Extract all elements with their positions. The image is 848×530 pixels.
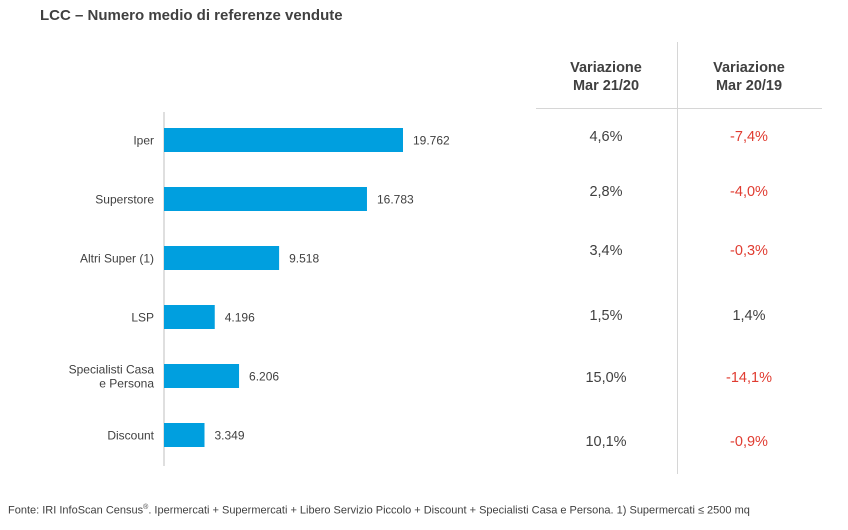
table-cell: 1,4% [732, 308, 766, 324]
table-cell: -4,0% [730, 184, 768, 200]
registered-mark: ® [143, 504, 149, 511]
chart-title: LCC – Numero medio di referenze vendute [40, 7, 343, 24]
bar-3 [164, 305, 215, 329]
footnote-suffix: . Ipermercati + Supermercati + Libero Se… [148, 504, 750, 517]
table-cell: 15,0% [585, 370, 627, 386]
table-cell: 10,1% [585, 434, 627, 450]
column-header-mar-21-20: Variazione Mar 21/20 [536, 59, 676, 95]
table-cell: -0,3% [730, 243, 768, 259]
table-cell: 3,4% [589, 243, 623, 259]
category-label-5: Discount [107, 429, 154, 443]
value-label-3: 4.196 [225, 311, 255, 325]
table-cell: 4,6% [589, 129, 623, 145]
table-cell: -7,4% [730, 129, 768, 145]
category-label-3: LSP [131, 311, 154, 325]
table-cell: -0,9% [730, 434, 768, 450]
footnote-prefix: Fonte: IRI InfoScan Census [8, 504, 144, 517]
value-label-4: 6.206 [249, 370, 279, 384]
bar-0 [164, 128, 403, 152]
category-label-2: Altri Super (1) [80, 252, 154, 266]
column-header-mar-20-19: Variazione Mar 20/19 [679, 59, 819, 95]
bar-4 [164, 364, 240, 388]
category-label-4: Specialisti Casa e Persona [69, 363, 155, 391]
column-header-line1: Variazione [570, 60, 642, 76]
table-divider-vertical [677, 42, 678, 474]
category-label-0: Iper [133, 134, 154, 148]
column-header-line2: Mar 21/20 [572, 78, 640, 94]
table-cell: 2,8% [589, 184, 623, 200]
source-footnote: Fonte: IRI InfoScan Census®. Ipermercati… [8, 504, 750, 517]
bar-2 [164, 246, 280, 270]
value-label-5: 3.349 [215, 429, 245, 443]
value-label-0: 19.762 [413, 134, 450, 148]
bar-1 [164, 187, 367, 211]
category-label-1: Superstore [95, 193, 154, 207]
table-header-divider [536, 108, 822, 109]
column-header-line1: Variazione [713, 60, 785, 76]
bar-chart: 19.762 Iper 16.783 Superstore 9.518 Altri Sup… [69, 112, 450, 466]
column-header-line2: Mar 20/19 [715, 78, 783, 94]
value-label-1: 16.783 [377, 193, 414, 207]
value-label-2: 9.518 [289, 252, 319, 266]
bar-5 [164, 423, 205, 447]
table-cell: -14,1% [726, 370, 772, 386]
table-cell: 1,5% [589, 308, 623, 324]
